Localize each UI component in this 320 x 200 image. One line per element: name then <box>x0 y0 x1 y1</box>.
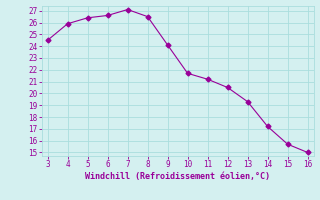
X-axis label: Windchill (Refroidissement éolien,°C): Windchill (Refroidissement éolien,°C) <box>85 172 270 181</box>
